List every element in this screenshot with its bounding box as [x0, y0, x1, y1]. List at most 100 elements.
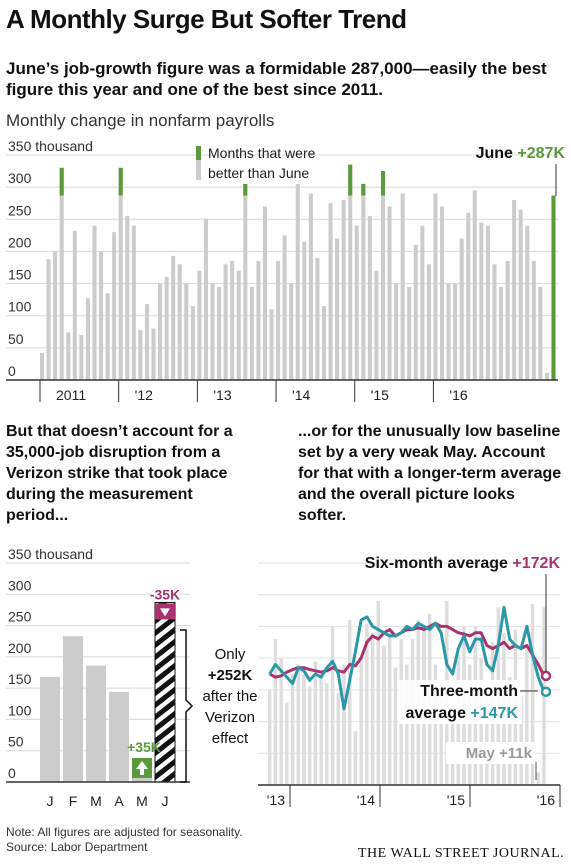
y-tick-label: 200 [8, 234, 32, 250]
bar [367, 216, 372, 380]
chart1-monthly-payrolls: 0 50 100 150 200 250 300 350 thousand 2011 '12 '13… [6, 138, 565, 403]
bar [109, 691, 129, 782]
y-tick-label: 150 [8, 671, 32, 687]
hatch-lines [155, 602, 175, 782]
hatch-line [155, 674, 175, 697]
bar [285, 702, 289, 785]
bar [328, 203, 333, 380]
y-tick-label: 350 thousand [8, 546, 93, 562]
bar [321, 306, 327, 380]
bracket-text: +252K [208, 667, 253, 684]
bar [217, 286, 222, 380]
bar [439, 689, 443, 785]
x-tick-label: '16 [537, 792, 555, 808]
bracket-text: Only [215, 646, 246, 663]
june-value: +287K [517, 145, 565, 162]
x-tick-label: '15 [447, 792, 465, 808]
y-tick-label: 100 [8, 702, 32, 718]
bar [354, 225, 359, 380]
bar [361, 183, 366, 380]
publisher-credit: THE WALL STREET JOURNAL. [358, 846, 565, 861]
bar [485, 225, 490, 380]
hatch-line [155, 746, 175, 769]
plus-35k-label: +35K [127, 739, 161, 755]
bar [158, 283, 163, 380]
bar [342, 664, 346, 785]
hatch-line [155, 650, 175, 673]
bar [171, 255, 176, 380]
bar [453, 283, 458, 380]
x-tick-label: M [136, 793, 148, 809]
x-tick-label: M [90, 793, 102, 809]
bar [325, 683, 329, 785]
bar [262, 206, 268, 380]
bar [236, 270, 241, 380]
bar [85, 298, 90, 380]
bar [407, 286, 412, 380]
bar [466, 212, 471, 380]
bar-better-than-june [59, 167, 64, 196]
x-tick-label: '15 [371, 387, 389, 403]
source-text: Source: Labor Department [6, 840, 148, 854]
bar-better-than-june [380, 171, 386, 196]
verizon-paragraph: But that doesn’t account for a 35,000-jo… [6, 423, 233, 524]
bar [40, 353, 45, 380]
y-tick-label: 0 [8, 363, 16, 379]
bar [144, 304, 149, 380]
x-tick-label: '13 [213, 387, 231, 403]
bar [544, 372, 549, 380]
legend-label-line1: Months that were [208, 145, 316, 161]
hatch-line [155, 686, 175, 709]
bar [308, 193, 313, 380]
bar [197, 270, 202, 380]
bar [46, 259, 51, 380]
bar [336, 693, 340, 785]
bar [268, 689, 272, 785]
y-tick-label: 250 [8, 609, 32, 625]
bar [498, 286, 504, 380]
bar [538, 286, 543, 380]
bar [125, 216, 130, 380]
bar [531, 261, 536, 380]
bar [164, 277, 169, 380]
hatch-line [155, 698, 175, 721]
june-label: June [476, 145, 518, 162]
bar [308, 686, 312, 785]
minus-35k-label: -35K [150, 586, 180, 602]
bar [335, 238, 340, 380]
bar [420, 225, 425, 380]
bracket-text: effect [212, 730, 249, 747]
hatch-line [155, 662, 175, 685]
bar [210, 283, 215, 380]
y-tick-label: 300 [8, 577, 32, 593]
three-month-name-line1: Three-month [420, 683, 518, 700]
bar [492, 264, 497, 380]
y-tick-label: 200 [8, 640, 32, 656]
bar [353, 731, 358, 785]
bar [92, 225, 97, 380]
bar-june [551, 195, 556, 380]
y-tick-label: 50 [8, 734, 24, 750]
minus-label-bg [151, 585, 179, 602]
six-month-label: Six-month average +172K [365, 555, 561, 572]
plus-arrow [136, 761, 148, 775]
bar [118, 167, 123, 380]
bar [508, 677, 512, 785]
bar [151, 328, 156, 380]
hatch-line [155, 758, 175, 781]
bar [413, 245, 418, 380]
bar [426, 264, 431, 380]
legend-swatch-bar [196, 160, 201, 180]
hatch-line [155, 626, 175, 649]
bar [380, 171, 386, 380]
bar-june-strike [154, 601, 176, 783]
three-month-name-line2: average [405, 705, 470, 722]
y-tick-label: 250 [8, 202, 32, 218]
bar [282, 235, 287, 380]
y-tick-label: 300 [8, 170, 32, 186]
three-month-value: +147K [470, 705, 518, 722]
bar [341, 200, 346, 380]
bar [138, 329, 143, 380]
